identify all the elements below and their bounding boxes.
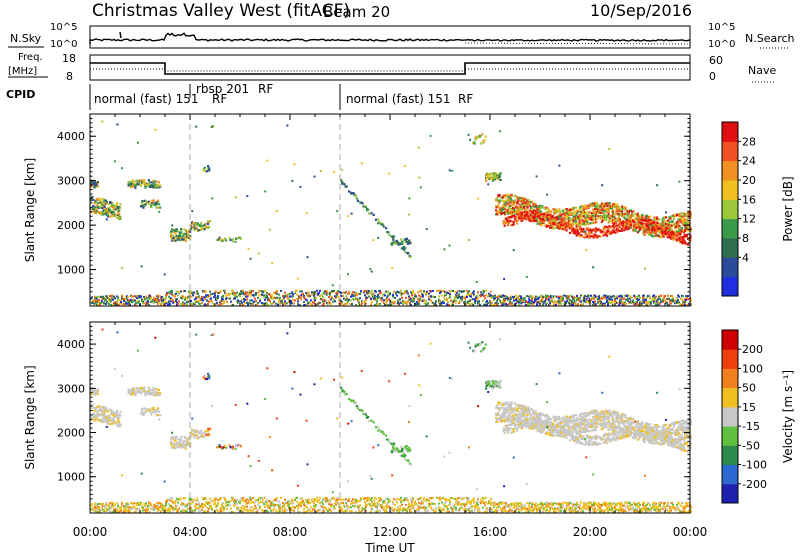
y-tick-label: 3000 [57, 382, 85, 395]
freq-frame [89, 54, 691, 81]
velocity-colorbar [721, 329, 741, 504]
colorbar-tick: 12 [742, 213, 756, 226]
power-panel [89, 113, 741, 307]
x-tick-label: 00:00 [73, 525, 108, 539]
nave-tick: 60 [709, 54, 723, 67]
colorbar-tick: 50 [742, 382, 756, 395]
y-tick-label: 4000 [57, 338, 85, 351]
x-tick-label: 12:00 [373, 525, 408, 539]
nsky-tick: 10^0 [50, 39, 77, 50]
nsky-trace [89, 32, 691, 44]
x-axis-label: Time UT [364, 541, 415, 554]
freq-unit: [MHz] [8, 66, 37, 77]
colorbar-tick: 24 [742, 155, 756, 168]
cpid-segment: RF [212, 92, 227, 106]
date-label: 10/Sep/2016 [590, 1, 692, 20]
colorbar-tick: 20 [742, 174, 756, 187]
freq-label: Freq. [18, 52, 43, 63]
freq-tick: 8 [66, 70, 73, 83]
y-axis-label: Slant Range [km] [23, 158, 37, 262]
x-tick-label: 04:00 [173, 525, 208, 539]
freq-tick: 18 [62, 52, 76, 65]
nsearch-label: N.Search [745, 32, 795, 45]
velocity-cells [90, 328, 692, 514]
cpid-segment: RF [458, 92, 473, 106]
colorbar-label: Power [dB] [781, 176, 795, 241]
colorbar-tick: -15 [742, 420, 760, 433]
cpid-segment: RF [258, 82, 273, 96]
nave-trace [90, 68, 690, 72]
y-axis-label: Slant Range [km] [23, 365, 37, 469]
x-tick-label: 00:00 [673, 525, 708, 539]
colorbar-tick: 100 [742, 362, 763, 375]
y-tick-label: 2000 [57, 427, 85, 440]
beam-label: Beam 20 [323, 3, 390, 21]
colorbar-tick: 28 [742, 135, 756, 148]
colorbar-tick: -50 [742, 439, 760, 452]
nsearch-tick: 10^0 [708, 39, 735, 50]
x-tick-label: 20:00 [573, 525, 608, 539]
colorbar-tick: 200 [742, 343, 763, 356]
colorbar-tick: 4 [742, 251, 749, 264]
nsky-label: N.Sky [10, 32, 42, 45]
cpid-segment: normal (fast) 151 [346, 92, 450, 106]
x-tick-label: 16:00 [473, 525, 508, 539]
cpid-segment: normal (fast) 151 [94, 92, 198, 106]
nave-label: Nave [748, 64, 776, 77]
colorbar-tick: 16 [742, 193, 756, 206]
nsky-frame [89, 25, 691, 49]
freq-trace [90, 62, 690, 75]
y-tick-label: 2000 [57, 219, 85, 232]
cpid-segment: rbsp 201 [196, 82, 249, 96]
y-tick-label: 1000 [57, 264, 85, 277]
x-tick-label: 08:00 [273, 525, 308, 539]
colorbar-tick: 8 [742, 232, 749, 245]
y-tick-label: 1000 [57, 471, 85, 484]
nsky-tick: 10^5 [50, 22, 77, 33]
nave-tick: 0 [709, 70, 716, 83]
y-tick-label: 4000 [57, 130, 85, 143]
velocity-panel [89, 321, 741, 514]
colorbar-tick: -200 [742, 478, 767, 491]
station-title: Christmas Valley West (fitACF) [92, 1, 350, 21]
power-colorbar [721, 121, 741, 297]
colorbar-tick: 15 [742, 401, 756, 414]
power-cells [90, 120, 692, 307]
y-tick-label: 3000 [57, 175, 85, 188]
cpid-label: CPID [6, 88, 35, 101]
colorbar-label: Velocity [m s⁻¹] [781, 370, 795, 463]
colorbar-tick: -100 [742, 459, 767, 472]
nsearch-tick: 10^5 [708, 22, 735, 33]
